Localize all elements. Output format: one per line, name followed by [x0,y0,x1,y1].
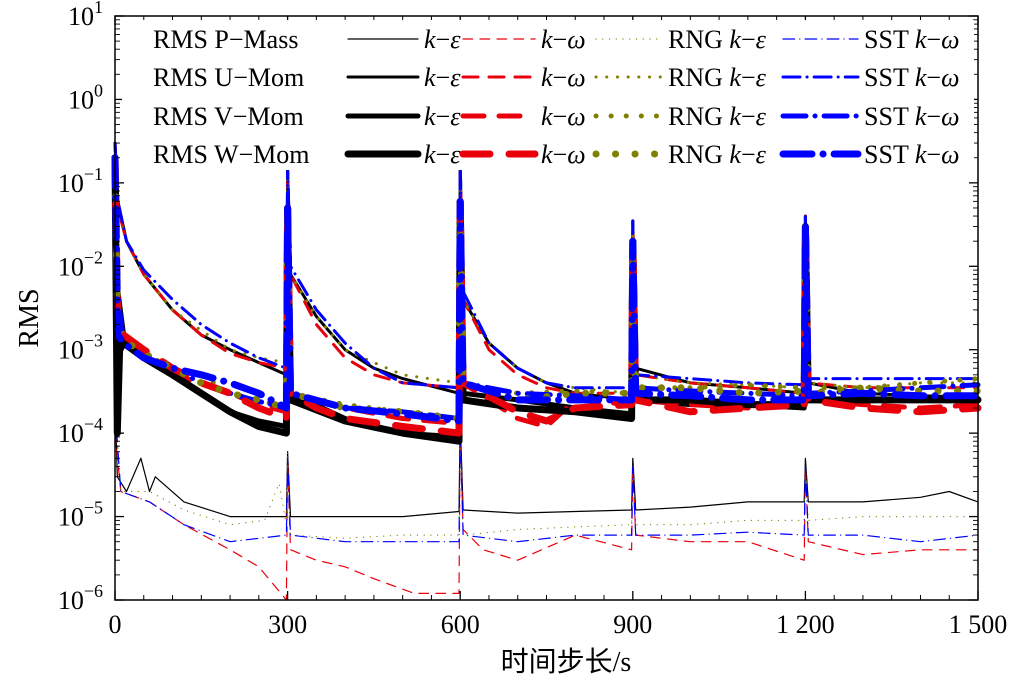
y-tick-label: 10−5 [58,498,103,532]
legend-row-label: RMS V−Mom [153,102,304,131]
y-tick-label: 101 [68,0,103,31]
series-rms-p-mass-rng-k-epsilon [114,407,979,539]
legend-model-label: k−ε [424,102,461,131]
legend-model-label: RNG k−ε [668,140,767,169]
legend-background [122,20,974,170]
legend-model-label: RNG k−ε [668,63,767,92]
legend-model-label: k−ω [541,25,586,54]
y-tick-label: 10−2 [58,247,103,281]
axes-layer: 0 300 600 900 1 200 1 500 101 100 10−1 10−2 10−3 10… [58,0,1007,639]
legend-row-label: RMS P−Mass [153,25,298,54]
legend-model-label: k−ω [541,102,586,131]
y-tick-label: 100 [68,80,103,114]
legend-row-label: RMS U−Mom [153,63,304,92]
legend-model-label: RNG k−ε [668,25,767,54]
legend-model-label: RNG k−ε [668,102,767,131]
legend: RMS P−Mass k−ε k−ω RNG k−ε SST k−ω RMS U−Mom k… [122,20,974,170]
series-rms-u-mom-sst-k-omega [113,141,980,390]
x-tick-label: 1 200 [776,610,835,639]
series-rms-p-mass-k-omega [114,425,979,601]
series-rms-u-mom-rng-k-epsilon [113,141,980,395]
y-tick-label: 10−6 [58,581,103,615]
x-tick-label: 1 500 [949,610,1008,639]
legend-model-label: SST k−ω [864,25,959,54]
y-tick-label: 10−3 [58,331,103,365]
legend-model-label: k−ε [424,140,461,169]
x-tick-label: 0 [109,610,122,639]
series-rms-u-mom-k-epsilon [113,141,980,402]
x-tick-label: 300 [268,610,307,639]
x-tick-label: 600 [441,610,480,639]
legend-model-label: SST k−ω [864,102,959,131]
y-tick-label: 10−4 [58,414,103,448]
legend-model-label: k−ω [541,140,586,169]
legend-row-label: RMS W−Mom [153,140,310,169]
series-rms-p-mass-sst-k-omega [114,407,979,543]
x-tick-label: 900 [613,610,652,639]
legend-model-label: SST k−ω [864,63,959,92]
legend-model-label: k−ε [424,63,461,92]
legend-model-label: SST k−ω [864,140,959,169]
legend-model-label: k−ε [424,25,461,54]
x-axis-title: 时间步长/s [501,646,632,678]
y-tick-label: 10−1 [58,164,103,198]
legend-model-label: k−ω [541,63,586,92]
y-axis-title: RMS [14,288,45,347]
series-rms-w-mom-sst-k-omega [111,154,982,425]
series-layer [111,141,982,601]
